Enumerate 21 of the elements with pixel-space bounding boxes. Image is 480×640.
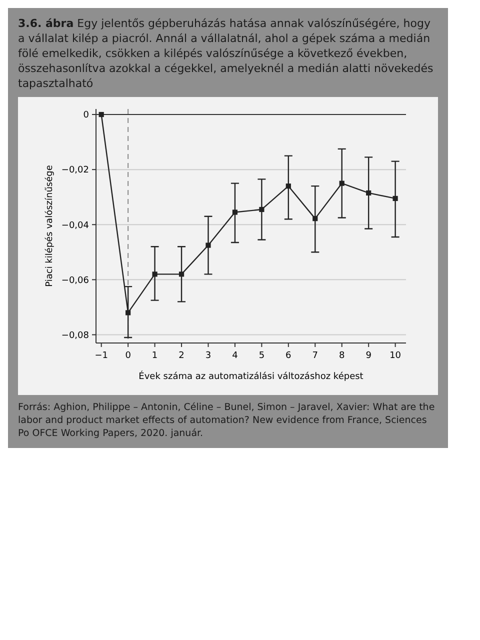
- x-tick-label: 0: [125, 351, 132, 361]
- x-tick-label: 5: [258, 351, 265, 361]
- y-tick-label: −0,08: [61, 330, 90, 341]
- y-axis-title: Piaci kilépés valószínűsége: [44, 164, 55, 287]
- x-tick-label: 7: [312, 351, 318, 361]
- x-tick-label: 1: [152, 351, 158, 361]
- text: Forrás: Aghion, Philippe – Antonin, Céline – Bunel, Simon – Jaravel, Xavier: What are the labor and product market effects of automation? New evidence from France, Sciences Po OFCE Working Papers, 2020. január.: [18, 401, 436, 440]
- x-tick-label: 2: [178, 351, 184, 361]
- x-tick-label: 4: [232, 351, 238, 361]
- y-tick-label: −0,02: [61, 166, 89, 176]
- x-tick-label: −1: [94, 351, 108, 361]
- x-tick-label: 8: [338, 351, 345, 361]
- x-tick-label: 3: [205, 351, 212, 361]
- y-tick-label: 0: [83, 110, 90, 121]
- x-tick-label: 9: [366, 351, 372, 361]
- y-tick-label: −0,06: [61, 276, 90, 286]
- y-tick-label: −0,04: [61, 220, 90, 231]
- x-tick-label: 6: [286, 351, 292, 361]
- chart-title: 3.6. ábra: [18, 17, 74, 30]
- x-tick-label: 10: [390, 351, 402, 361]
- x-axis-title: Évek száma az automatizálási változáshoz képest: [138, 370, 364, 382]
